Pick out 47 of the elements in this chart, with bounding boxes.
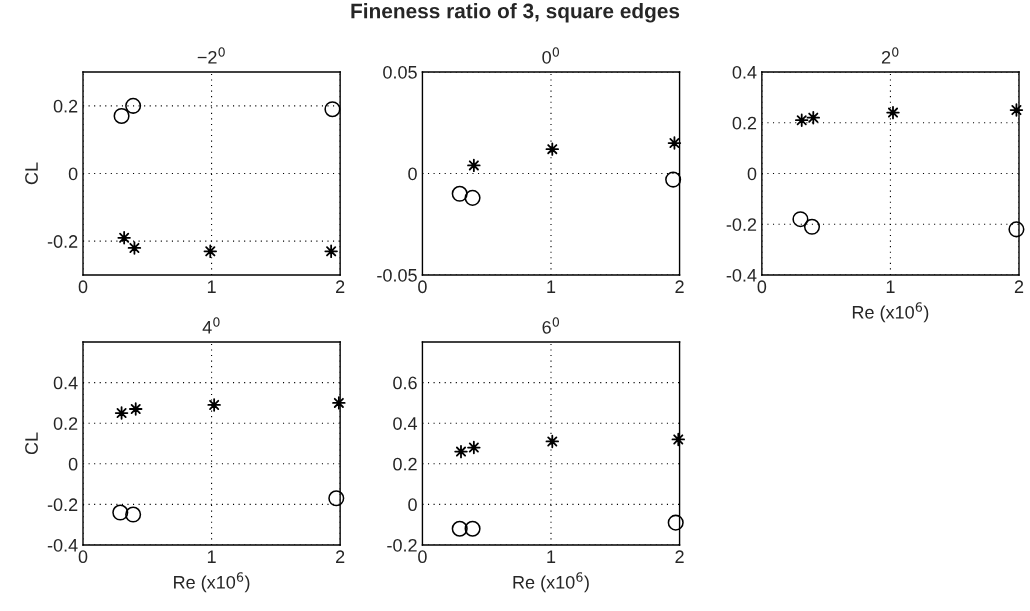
y-tick-label: -0.2: [47, 235, 78, 248]
y-tick-label: 0: [408, 167, 417, 181]
x-tick-label: 1: [207, 280, 216, 293]
y-tick-label: 0.2: [732, 116, 757, 130]
y-tick-label: 0.2: [53, 99, 78, 113]
y-tick-label: 0: [408, 498, 417, 512]
x-tick-label: 2: [1014, 280, 1024, 293]
y-tick-label: -0.2: [387, 538, 417, 552]
x-tick-label: 0: [78, 280, 88, 294]
x-tick-label: 2: [675, 550, 684, 563]
y-axis-title: CL: [25, 432, 38, 455]
chart-subtitle: 2$^{0}$: [881, 47, 899, 64]
chart-subtitle: 0$^{0}$: [542, 47, 560, 64]
x-tick-label: 1: [207, 550, 216, 563]
y-axis-title: CL: [25, 162, 38, 185]
x-tick-label: 1: [886, 280, 895, 293]
y-tick-label: 0.2: [393, 457, 417, 471]
x-tick-label: 0: [757, 280, 767, 294]
y-tick-label: -0.2: [726, 218, 757, 231]
x-axis-title: Re (x10$^{6}$): [513, 572, 589, 593]
x-tick-label: 1: [547, 280, 556, 293]
y-tick-label: -0.4: [47, 538, 78, 552]
y-tick-label: 0.05: [383, 65, 417, 79]
x-axis-title: Re (x10$^{6}$): [852, 302, 929, 323]
y-tick-label: 0.4: [732, 65, 757, 79]
y-tick-label: 0.4: [53, 376, 78, 390]
y-tick-label: 0.6: [393, 376, 417, 390]
y-tick-label: -0.4: [726, 268, 757, 282]
chart-subtitle: 6$^{0}$: [542, 317, 560, 334]
y-tick-label: 0: [747, 167, 757, 181]
chart-subtitle: 4$^{0}$: [202, 317, 220, 334]
x-tick-label: 0: [78, 550, 88, 564]
x-tick-label: 0: [418, 280, 427, 294]
y-tick-label: -0.05: [377, 268, 417, 282]
x-tick-label: 2: [336, 280, 345, 293]
x-tick-label: 1: [547, 550, 556, 563]
chart-subtitle: −2$^{0}$: [197, 47, 225, 64]
y-tick-label: 0.2: [53, 417, 78, 430]
x-axis-title: Re (x10$^{6}$): [174, 572, 250, 593]
x-tick-label: 2: [336, 550, 345, 563]
y-tick-label: -0.2: [47, 498, 78, 512]
y-tick-label: 0: [68, 457, 78, 471]
chart-title: Fineness ratio of 3, square edges: [351, 3, 680, 23]
x-tick-label: 2: [675, 280, 684, 293]
x-tick-label: 0: [418, 550, 427, 564]
y-tick-label: 0: [68, 167, 78, 181]
y-tick-label: 0.4: [393, 417, 418, 430]
